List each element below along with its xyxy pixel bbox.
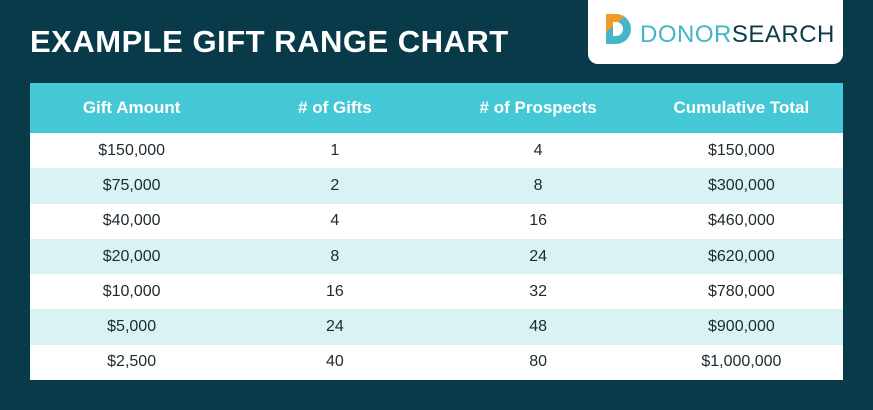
table-cell: 24	[529, 247, 548, 265]
table-row: $10,000 16 32 $780,000	[30, 274, 843, 310]
header-row: Gift Amount # of Gifts # of Prospects Cumul…	[30, 83, 843, 133]
table-cell: $900,000	[708, 318, 775, 336]
table-cell: $620,000	[708, 247, 775, 265]
table-cell: 4	[533, 141, 543, 159]
column-header: # of Gifts	[298, 98, 372, 117]
table-cell: $780,000	[708, 282, 775, 300]
table-row: $20,000 8 24 $620,000	[30, 238, 843, 275]
table-cell: $5,000	[107, 318, 157, 336]
title: EXAMPLE GIFT RANGE CHART	[30, 24, 509, 59]
table-cell: $460,000	[708, 212, 775, 230]
table-row: $5,000 24 48 $900,000	[30, 309, 843, 345]
table-row: $75,000 2 8 $300,000	[30, 168, 843, 204]
table-cell: 32	[529, 282, 548, 300]
table-cell: $75,000	[102, 176, 161, 194]
table-cell: 1	[330, 141, 340, 159]
column-header: Cumulative Total	[673, 98, 810, 117]
table-cell: $20,000	[102, 247, 161, 265]
logo-text: DONORSEARCH	[640, 21, 835, 49]
table-cell: 16	[325, 282, 344, 300]
table-cell: 16	[529, 212, 548, 230]
table: Gift Amount # of Gifts # of Prospects Cumul…	[30, 83, 843, 381]
table-row: $40,000 4 16 $460,000	[30, 203, 843, 239]
table-cell: 40	[325, 353, 344, 371]
table-row: $150,000 1 4 $150,000	[30, 133, 843, 169]
column-header: Gift Amount	[82, 98, 181, 117]
table-cell: $10,000	[102, 282, 161, 300]
table-cell: 24	[325, 318, 344, 336]
logo-part: DONOR	[640, 21, 732, 48]
table-row: $2,500 40 80 $1,000,000	[30, 344, 843, 381]
table-cell: $300,000	[708, 176, 775, 194]
table-cell: 8	[330, 247, 340, 265]
table-cell: $150,000	[708, 141, 775, 159]
table-cell: $1,000,000	[701, 353, 782, 371]
table-cell: $150,000	[98, 141, 165, 159]
logo-part: SEARCH	[731, 21, 835, 48]
table-cell: $40,000	[102, 212, 161, 230]
table-cell: 48	[529, 318, 548, 336]
table-body: $150,000 1 4 $150,000 $75,000 2 8 $300,000 $40,0…	[30, 133, 843, 381]
table-cell: 4	[330, 212, 340, 230]
table-cell: 8	[533, 176, 543, 194]
logo-icon	[606, 14, 631, 44]
table-cell: 2	[330, 176, 340, 194]
table-cell: 80	[529, 353, 548, 371]
logo: DONORSEARCH	[588, 0, 843, 64]
table-cell: $2,500	[107, 353, 157, 371]
column-header: # of Prospects	[479, 98, 597, 117]
